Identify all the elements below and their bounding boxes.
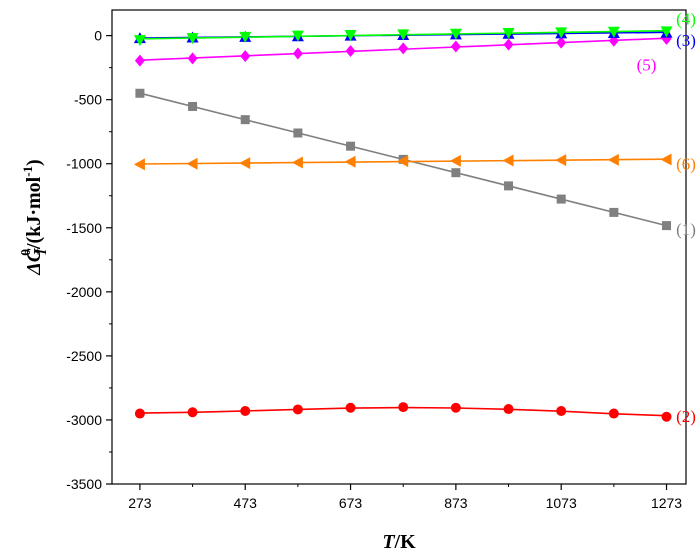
x-tick-label: 873 [444,495,468,511]
y-axis-title-unit-close: ) [23,159,45,166]
y-axis-title-superscript: θ [18,249,33,256]
series-label: (6) [676,155,696,174]
data-point [186,157,198,170]
series-label: (5) [637,55,657,74]
y-tick-label: -2500 [66,348,102,364]
data-point [292,47,303,60]
data-point [449,154,461,167]
y-axis-title: ΔGTθ/(kJ·mol-1) [18,159,49,275]
data-point [240,405,251,416]
data-point [556,36,567,49]
data-point [397,29,410,41]
data-point [344,155,356,168]
data-point [662,221,672,231]
data-point [660,153,672,166]
data-point [291,156,303,169]
x-tick-label: 1273 [651,495,682,511]
data-point [239,31,252,43]
y-axis-title-subscript: T [34,247,49,256]
y-tick-label: -1000 [66,156,102,172]
x-tick-label: 673 [339,495,363,511]
series-label: (3) [676,31,696,50]
data-point [135,88,145,98]
y-tick-label: 0 [94,28,102,44]
x-axis-title-unit: /K [394,531,417,553]
data-point [608,408,619,419]
data-point [346,141,356,151]
data-point [503,38,514,51]
y-axis-title-unit-exponent: -1 [20,166,35,177]
x-axis-title: T/K [382,531,416,553]
data-point [134,408,145,419]
data-point [240,50,251,63]
y-tick-label: -1500 [66,220,102,236]
x-axis-title-variable: T [382,531,395,553]
data-point [609,207,619,217]
data-point [555,27,568,39]
data-point [556,194,566,204]
series-label: (4) [676,9,696,28]
data-point [397,155,409,168]
data-point [292,404,303,415]
data-point [661,411,672,422]
data-point [504,181,514,191]
y-tick-label: -3500 [66,476,102,492]
data-point [186,33,199,45]
plot-area-frame [111,9,687,485]
data-point [133,158,145,171]
data-point [188,101,198,111]
y-tick-label: -3000 [66,412,102,428]
data-point [187,407,198,418]
data-point [660,26,673,38]
data-point [607,26,620,38]
x-tick-label: 1073 [546,495,577,511]
series-label: (1) [676,220,696,239]
data-point [344,29,357,41]
y-axis-title-unit: /(kJ·mol [23,176,45,250]
data-point [398,402,409,413]
data-point [556,405,567,416]
data-point [239,157,251,170]
data-point [291,30,304,42]
data-point [555,154,567,167]
y-axis-title-symbol: ΔG [23,247,45,276]
data-point [451,168,461,178]
series-label: (2) [676,407,696,426]
x-tick-label: 273 [128,495,152,511]
data-point [240,115,250,125]
data-point [398,42,409,55]
data-point [449,28,462,40]
x-tick-label: 473 [234,495,258,511]
data-point [502,154,514,167]
y-tick-label: -2000 [66,284,102,300]
data-point [503,404,514,415]
data-point [134,54,145,67]
data-point [187,52,198,65]
data-point [502,28,515,40]
data-point [345,402,356,413]
data-point [293,128,303,138]
data-point [450,40,461,53]
y-tick-label: -500 [74,92,102,108]
data-point [345,44,356,57]
data-point [450,402,461,413]
data-point [133,35,146,47]
data-point [607,153,619,166]
